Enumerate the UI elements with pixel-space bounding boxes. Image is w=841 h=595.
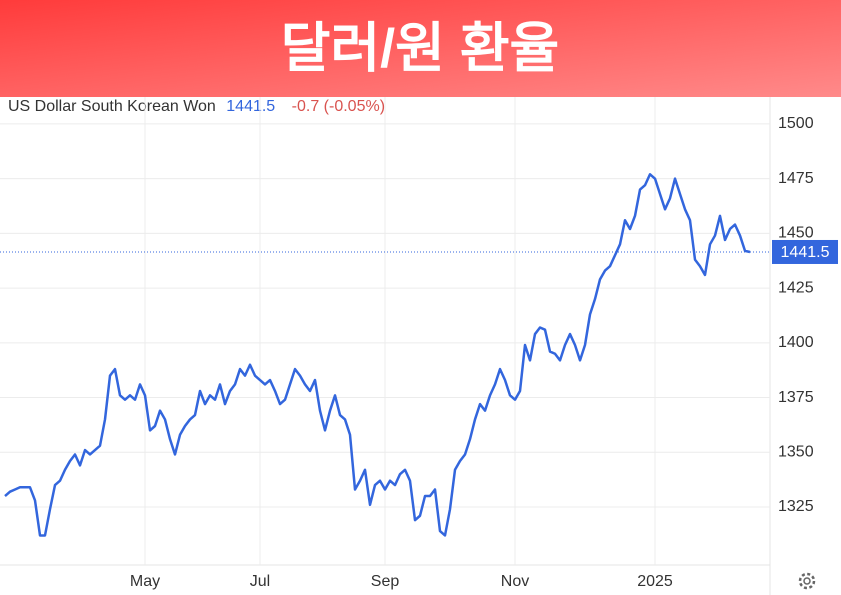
title-banner xyxy=(0,0,841,97)
y-tick-label: 1425 xyxy=(778,279,814,296)
y-tick-label: 1350 xyxy=(778,443,814,460)
last-value-label: 1441.5 xyxy=(781,244,830,261)
last-price: 1441.5 xyxy=(226,98,275,115)
x-tick-label: Jul xyxy=(250,573,270,590)
series-name: US Dollar South Korean Won xyxy=(8,98,216,115)
gear[interactable] xyxy=(798,572,816,590)
last-value-badge xyxy=(772,239,838,264)
x-tick-label: 2025 xyxy=(637,573,673,590)
x-tick-label: May xyxy=(130,573,160,590)
chart-title: 달러/원 환율 xyxy=(281,18,559,78)
header: US Dollar South Korean Won 1441.5 -0.7 (… xyxy=(8,98,385,115)
x-tick-label: Sep xyxy=(371,573,400,590)
series-line xyxy=(4,173,751,537)
y-tick-label: 1325 xyxy=(778,498,814,515)
y-tick-label: 1400 xyxy=(778,334,814,351)
settings-icon[interactable] xyxy=(798,572,816,590)
gear-hub[interactable] xyxy=(803,577,811,585)
y-tick-label: 1450 xyxy=(778,225,814,242)
x-tick-label: Nov xyxy=(501,573,529,590)
y-tick-label: 1475 xyxy=(778,170,814,187)
y-tick-label: 1500 xyxy=(778,115,814,132)
y-tick-label: 1375 xyxy=(778,389,814,406)
price-change: -0.7 (-0.05%) xyxy=(292,98,385,115)
